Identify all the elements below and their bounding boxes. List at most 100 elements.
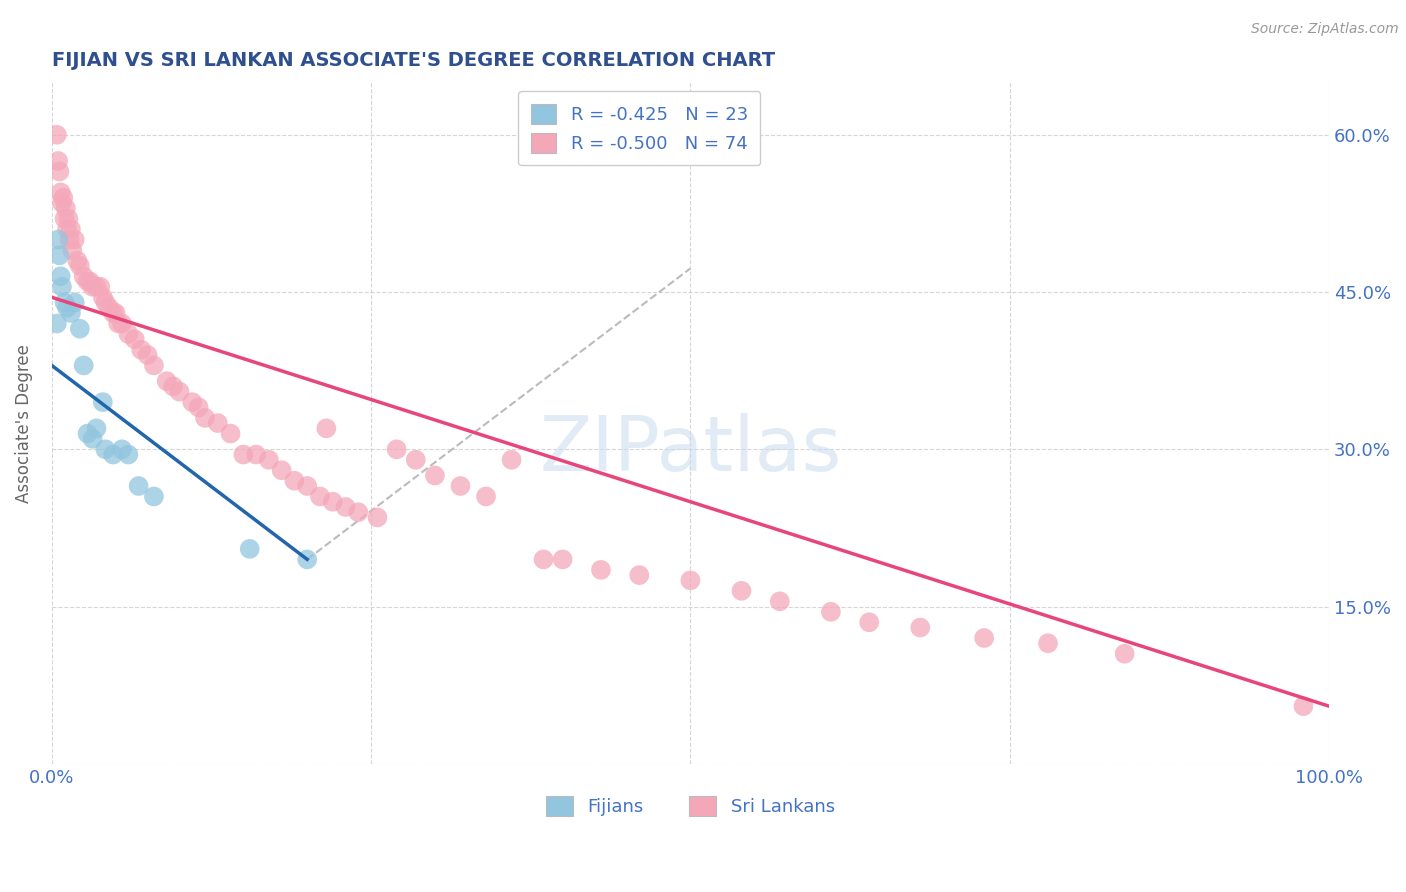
Point (910, 621, 932, 635)
Point (315, 421, 337, 435)
Point (58, 211, 80, 226)
Text: Source: ZipAtlas.com: Source: ZipAtlas.com (1251, 22, 1399, 37)
Point (63, 295, 86, 310)
Point (107, 317, 129, 331)
Point (91, 395, 114, 409)
Point (82, 280, 104, 294)
Point (55, 201, 77, 215)
Point (533, 552, 555, 566)
Point (551, 552, 574, 566)
Point (385, 442, 408, 457)
Point (142, 490, 165, 504)
Point (69, 259, 91, 273)
Text: ZIPatlas: ZIPatlas (538, 413, 842, 487)
Point (283, 474, 305, 488)
Point (45, 317, 67, 331)
Point (59, 306, 82, 320)
Point (769, 594, 792, 608)
Point (91, 290, 114, 304)
Point (136, 348, 159, 362)
Point (73, 269, 96, 284)
Point (589, 563, 612, 577)
Point (309, 490, 332, 504)
Point (94, 442, 117, 457)
Point (450, 479, 472, 493)
Point (232, 448, 254, 462)
Point (628, 568, 651, 582)
Point (187, 401, 209, 415)
Y-axis label: Associate's Degree: Associate's Degree (15, 343, 32, 502)
Point (46, 233, 69, 247)
Point (181, 395, 204, 409)
Point (169, 384, 191, 399)
Point (56, 222, 79, 236)
Point (219, 426, 242, 441)
Point (245, 448, 267, 462)
Point (162, 379, 184, 393)
Point (820, 605, 842, 619)
Point (59, 222, 82, 236)
Point (194, 410, 217, 425)
Point (128, 479, 150, 493)
Point (1292, 699, 1315, 714)
Point (69, 322, 91, 336)
Point (679, 574, 702, 588)
Legend: Fijians, Sri Lankans: Fijians, Sri Lankans (538, 789, 842, 823)
Point (295, 552, 318, 566)
Point (66, 253, 89, 268)
Point (82, 432, 104, 446)
Point (111, 442, 134, 457)
Point (475, 490, 498, 504)
Point (51, 195, 73, 210)
Point (142, 359, 165, 373)
Point (124, 332, 146, 346)
Point (129, 343, 152, 357)
Point (49, 269, 72, 284)
Point (405, 452, 427, 467)
Point (111, 317, 134, 331)
Point (48, 248, 70, 262)
Point (53, 211, 76, 226)
Point (45, 128, 67, 142)
Point (335, 500, 357, 514)
Point (49, 186, 72, 200)
Point (48, 164, 70, 178)
Point (73, 359, 96, 373)
Point (117, 448, 139, 462)
Point (501, 452, 523, 467)
Point (53, 295, 76, 310)
Point (1114, 647, 1136, 661)
Point (86, 421, 108, 435)
Point (56, 301, 79, 315)
Point (60, 243, 83, 257)
Text: FIJIAN VS SRI LANKAN ASSOCIATE'S DEGREE CORRELATION CHART: FIJIAN VS SRI LANKAN ASSOCIATE'S DEGREE … (52, 51, 775, 70)
Point (52, 191, 75, 205)
Point (117, 326, 139, 341)
Point (46, 153, 69, 168)
Point (104, 306, 127, 320)
Point (973, 631, 995, 645)
Point (1036, 636, 1059, 650)
Point (101, 306, 124, 320)
Point (730, 583, 752, 598)
Point (98, 301, 121, 315)
Point (257, 452, 280, 467)
Point (51, 280, 73, 294)
Point (295, 479, 318, 493)
Point (59, 233, 82, 247)
Point (79, 275, 101, 289)
Point (270, 463, 292, 477)
Point (322, 494, 344, 508)
Point (76, 275, 98, 289)
Point (86, 280, 108, 294)
Point (89, 280, 111, 294)
Point (347, 505, 370, 519)
Point (94, 295, 117, 310)
Point (423, 468, 446, 483)
Point (207, 416, 229, 430)
Point (63, 233, 86, 247)
Point (366, 510, 388, 524)
Point (239, 541, 262, 556)
Point (858, 615, 880, 630)
Point (76, 426, 98, 441)
